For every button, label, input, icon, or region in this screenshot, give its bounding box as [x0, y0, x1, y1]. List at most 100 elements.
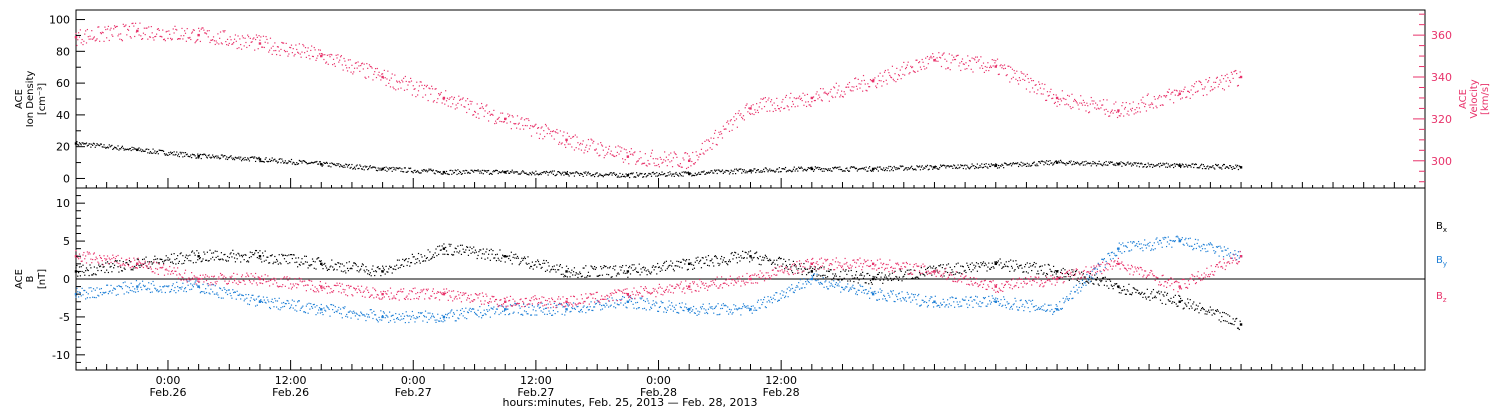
top-scatter-dot: [456, 107, 458, 109]
bottom-scatter-dot: [860, 273, 862, 275]
top-scatter-dot: [634, 151, 636, 153]
bottom-scatter-dot: [261, 261, 263, 263]
top-scatter-dot: [334, 65, 336, 67]
top-scatter-dot: [205, 154, 207, 156]
top-scatter-dot: [1073, 100, 1075, 102]
top-scatter-dot: [442, 173, 444, 175]
top-scatter-dot: [610, 172, 612, 174]
bottom-scatter-dot: [337, 262, 339, 264]
top-scatter-dot: [81, 142, 83, 144]
bottom-scatter-dot: [125, 285, 127, 287]
top-scatter-dot: [145, 27, 147, 29]
top-scatter-dot: [368, 166, 371, 168]
bottom-scatter-dot: [486, 309, 488, 311]
top-scatter-dot: [336, 57, 338, 59]
bottom-scatter-dot: [706, 259, 708, 261]
bottom-scatter-dot: [585, 265, 587, 267]
top-scatter-dot: [1127, 110, 1129, 112]
bottom-scatter-dot: [1045, 275, 1047, 277]
bottom-scatter-dot: [1121, 289, 1123, 292]
top-scatter-dot: [180, 35, 182, 37]
top-scatter-dot: [470, 103, 472, 105]
top-scatter-dot: [436, 101, 438, 104]
top-scatter-dot: [100, 33, 103, 35]
top-scatter-dot: [783, 168, 785, 170]
bottom-scatter-dot: [1035, 262, 1037, 265]
top-scatter-dot: [212, 39, 214, 41]
top-scatter-dot: [593, 140, 595, 142]
top-scatter-dot: [77, 144, 79, 146]
top-scatter-dot: [812, 168, 814, 170]
top-scatter-dot: [174, 25, 176, 27]
top-scatter-dot: [1155, 105, 1157, 107]
top-scatter-dot: [546, 171, 548, 173]
bottom-scatter-dot: [1176, 305, 1178, 308]
top-scatter-dot: [865, 89, 867, 91]
bottom-scatter-dot: [447, 253, 449, 256]
top-scatter-dot: [1208, 77, 1211, 79]
bottom-scatter-dot: [791, 270, 793, 272]
bottom-scatter-dot: [140, 264, 142, 266]
top-scatter-dot: [1125, 164, 1127, 166]
bottom-scatter-dot: [676, 260, 678, 262]
top-scatter-dot: [118, 33, 120, 35]
top-scatter-dot: [1014, 72, 1016, 74]
top-point-velocity-5: [381, 75, 384, 79]
bottom-scatter-dot: [629, 273, 632, 275]
top-scatter-dot: [316, 57, 318, 59]
top-scatter-dot: [598, 174, 600, 177]
top-scatter-dot: [495, 169, 498, 171]
bottom-scatter-dot: [520, 261, 522, 263]
top-scatter-dot: [731, 129, 733, 131]
bottom-scatter-dot: [112, 289, 114, 291]
bottom-scatter-dot: [1071, 269, 1073, 271]
bottom-scatter-dot: [1053, 271, 1056, 273]
top-scatter-dot: [1229, 165, 1231, 167]
top-scatter-dot: [1067, 94, 1069, 97]
top-scatter-dot: [324, 54, 326, 56]
bottom-scatter-dot: [624, 302, 626, 304]
top-scatter-dot: [459, 170, 461, 173]
bottom-scatter-dot: [1036, 273, 1038, 275]
top-scatter-dot: [249, 156, 251, 159]
top-scatter-dot: [995, 60, 997, 62]
top-scatter-dot: [1203, 165, 1205, 168]
top-scatter-dot: [1198, 167, 1200, 169]
top-scatter-dot: [243, 159, 245, 161]
top-scatter-dot: [742, 115, 745, 117]
bottom-scatter-dot: [730, 309, 732, 311]
bottom-scatter-dot: [958, 272, 960, 274]
bottom-scatter-dot: [782, 263, 784, 265]
bottom-scatter-dot: [259, 300, 261, 302]
top-scatter-dot: [705, 173, 707, 175]
top-scatter-dot: [277, 46, 279, 48]
top-scatter-dot: [224, 30, 226, 32]
top-scatter-dot: [180, 153, 182, 155]
bottom-scatter-dot: [232, 249, 234, 251]
bottom-scatter-dot: [1186, 305, 1188, 307]
top-scatter-dot: [406, 171, 408, 173]
top-scatter-dot: [206, 157, 208, 159]
bottom-scatter-dot: [622, 272, 625, 274]
bottom-scatter-dot: [626, 272, 628, 274]
top-scatter-dot: [716, 144, 718, 146]
bottom-scatter-dot: [1028, 266, 1030, 268]
top-scatter-dot: [1193, 166, 1195, 169]
top-scatter-dot: [146, 148, 148, 150]
bottom-scatter-dot: [124, 268, 126, 270]
bottom-scatter-dot: [609, 305, 611, 307]
bottom-scatter-dot: [671, 265, 673, 267]
bottom-scatter-dot: [952, 271, 954, 273]
bottom-scatter-dot: [901, 280, 903, 282]
top-scatter-dot: [1171, 91, 1173, 94]
bottom-scatter-dot: [651, 304, 653, 306]
bottom-scatter-dot: [480, 257, 483, 259]
top-scatter-dot: [241, 35, 244, 37]
top-scatter-dot: [1018, 77, 1021, 79]
bottom-scatter-dot: [597, 301, 599, 303]
bottom-scatter-dot: [733, 304, 735, 306]
top-scatter-dot: [805, 101, 807, 103]
top-scatter-dot: [1151, 163, 1153, 165]
top-scatter-dot: [446, 173, 449, 175]
top-scatter-dot: [501, 171, 503, 173]
